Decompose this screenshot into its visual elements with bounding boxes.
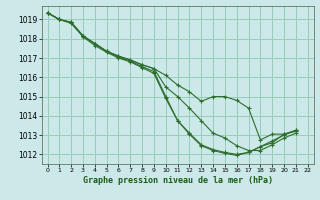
X-axis label: Graphe pression niveau de la mer (hPa): Graphe pression niveau de la mer (hPa) <box>83 176 273 185</box>
